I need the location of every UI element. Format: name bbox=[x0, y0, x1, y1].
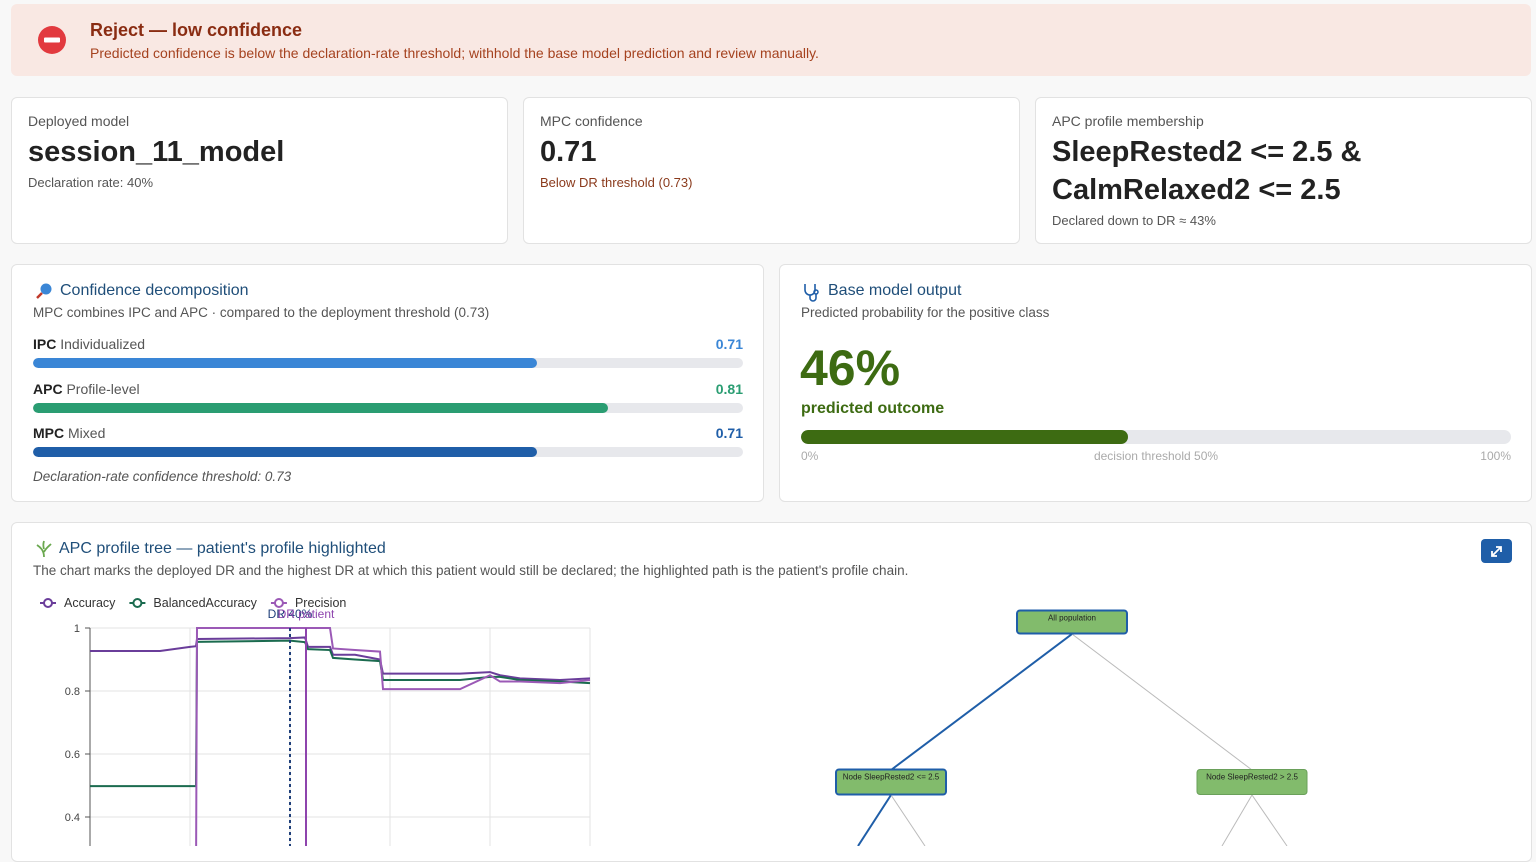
bar-code: MPC bbox=[33, 425, 65, 441]
panel-title: APC profile tree — patient's profile hig… bbox=[59, 540, 386, 557]
scale-label: 0% bbox=[801, 449, 819, 463]
alert-message: Predicted confidence is below the declar… bbox=[90, 45, 819, 61]
confidence-panel: Confidence decomposition MPC combines IP… bbox=[11, 264, 764, 502]
y-tick-label: 0.6 bbox=[65, 749, 80, 761]
confidence-bar bbox=[33, 358, 538, 368]
tree-edge bbox=[857, 794, 892, 846]
tree-node bbox=[1016, 609, 1128, 635]
bar-code: APC bbox=[33, 380, 63, 397]
tree-edge bbox=[890, 633, 1073, 771]
stat-card: Deployed model session_11_model Declarat… bbox=[11, 97, 508, 244]
bar-track bbox=[33, 402, 743, 413]
probability-track bbox=[801, 430, 1511, 444]
tree-edge bbox=[1221, 794, 1253, 846]
panel-title: Confidence decomposition bbox=[60, 282, 249, 299]
bar-desc: Profile-level bbox=[66, 380, 140, 397]
tree-edge bbox=[890, 794, 926, 846]
tree-node-label: Node SleepRested2 > 2.5 bbox=[1206, 773, 1298, 782]
output-panel: Base model output Predicted probability … bbox=[779, 264, 1532, 502]
card-note: Declaration rate: 40% bbox=[28, 175, 154, 190]
bar-value: 0.81 bbox=[715, 380, 743, 397]
card-label: MPC confidence bbox=[540, 113, 643, 129]
tree-node bbox=[835, 768, 947, 796]
panel-subtitle: The chart marks the deployed DR and the … bbox=[33, 563, 909, 578]
panel-title: Base model output bbox=[828, 282, 962, 299]
legend-marker bbox=[132, 598, 143, 608]
card-label: APC profile membership bbox=[1052, 113, 1204, 129]
legend-marker bbox=[43, 598, 53, 608]
confidence-bar bbox=[33, 447, 538, 457]
scale-label: 100% bbox=[1480, 449, 1511, 463]
legend-marker bbox=[273, 598, 284, 608]
alert-title: Reject — low confidence bbox=[90, 20, 303, 40]
bar-track bbox=[33, 358, 743, 368]
stat-card: APC profile membership SleepRested2 <= 2… bbox=[1035, 97, 1532, 244]
outcome-label: predicted outcome bbox=[801, 400, 945, 417]
alert-icon bbox=[38, 26, 66, 54]
tree-node bbox=[1196, 769, 1308, 795]
y-tick-label: 0.8 bbox=[65, 686, 80, 698]
tree-panel: APC profile tree — patient's profile hig… bbox=[11, 522, 1532, 862]
bar-code: IPC bbox=[33, 336, 57, 352]
y-tick-label: 0.4 bbox=[65, 812, 80, 824]
expand-icon bbox=[1491, 546, 1502, 557]
bar-name: IPC Individualized bbox=[33, 336, 145, 352]
series-line bbox=[90, 639, 591, 788]
probability-value: 46% bbox=[800, 340, 901, 396]
confidence-bar bbox=[33, 402, 609, 413]
alert: Reject — low confidence Predicted confid… bbox=[11, 4, 1531, 76]
tree-node-label: All population bbox=[1048, 614, 1096, 623]
y-tick-label: 1 bbox=[74, 623, 80, 635]
bar-desc: Individualized bbox=[60, 336, 146, 352]
bar-value: 0.71 bbox=[715, 425, 743, 441]
bar-track bbox=[33, 447, 743, 457]
bar-name: MPC Mixed bbox=[33, 425, 105, 441]
threshold-note: Declaration-rate confidence threshold: 0… bbox=[33, 469, 292, 484]
card-label: Deployed model bbox=[28, 113, 130, 129]
annotation-label: DR patient bbox=[278, 607, 335, 621]
scale-label: decision threshold 50% bbox=[1093, 449, 1219, 463]
card-value: SleepRested2 <= 2.5 & CalmRelaxed2 <= 2.… bbox=[1052, 136, 1362, 206]
expand-button[interactable] bbox=[1481, 539, 1512, 563]
panel-icon bbox=[36, 283, 52, 299]
annotation-label: DR 40% bbox=[268, 607, 313, 621]
legend-label: BalancedAccuracy bbox=[153, 596, 257, 610]
probability-bar bbox=[801, 430, 1128, 444]
bar-desc: Mixed bbox=[68, 425, 106, 441]
bar-name: APC Profile-level bbox=[33, 381, 140, 397]
card-note: Below DR threshold (0.73) bbox=[540, 175, 693, 190]
stat-card: MPC confidence 0.71 Below DR threshold (… bbox=[523, 97, 1020, 244]
bar-value: 0.71 bbox=[715, 336, 743, 352]
legend-label: Accuracy bbox=[64, 596, 116, 610]
panel-subtitle: MPC combines IPC and APC · compared to t… bbox=[33, 305, 490, 320]
panel-subtitle: Predicted probability for the positive c… bbox=[801, 305, 1050, 320]
series-line bbox=[195, 627, 591, 846]
panel-icon bbox=[36, 540, 52, 558]
panel-icon bbox=[804, 284, 819, 302]
card-value: session_11_model bbox=[28, 136, 285, 168]
tree-node-label: Node SleepRested2 <= 2.5 bbox=[843, 773, 940, 782]
tree-edge bbox=[1071, 633, 1253, 771]
card-note: Declared down to DR ≈ 43% bbox=[1052, 213, 1216, 228]
legend-label: Precision bbox=[295, 596, 346, 610]
card-value: 0.71 bbox=[540, 136, 597, 168]
tree-edge bbox=[1251, 794, 1288, 846]
